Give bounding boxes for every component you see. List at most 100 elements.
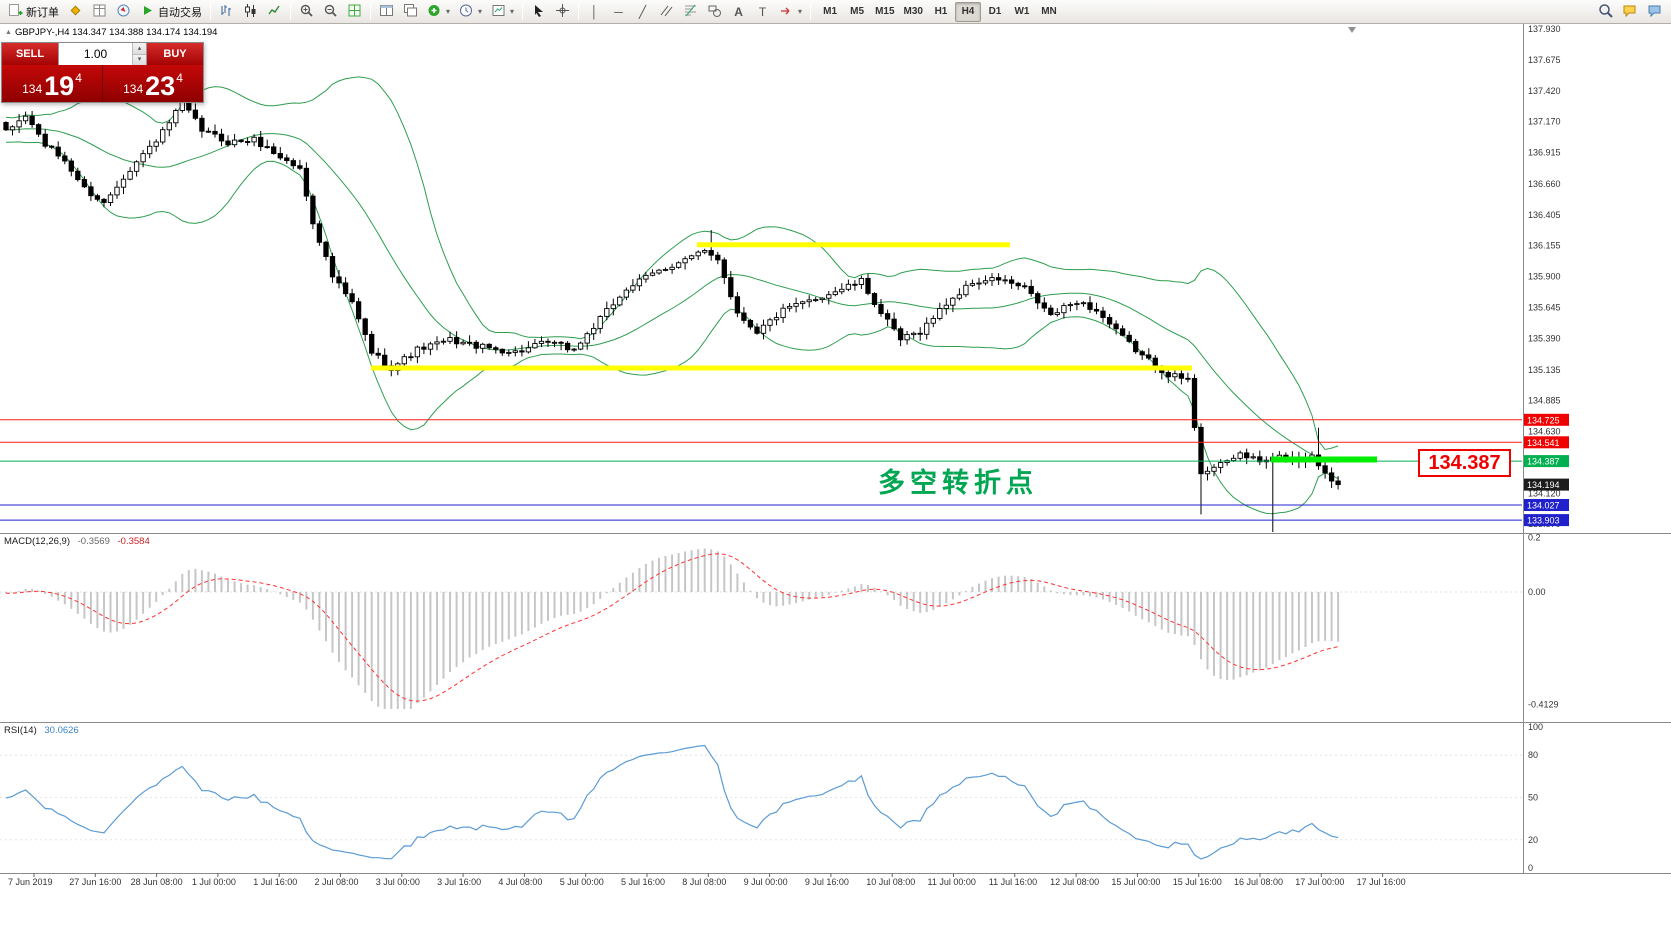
horizontal-line-button[interactable]: ─	[607, 1, 630, 22]
candle	[1041, 302, 1047, 309]
tile-windows-button[interactable]	[375, 1, 398, 22]
sell-button[interactable]: SELL	[2, 43, 58, 65]
candle	[493, 347, 499, 350]
candle	[382, 354, 388, 367]
time-tick-label: 1 Jul 00:00	[192, 877, 236, 887]
candle	[845, 283, 852, 290]
candle	[1165, 372, 1171, 378]
candle	[813, 299, 819, 302]
candle	[1335, 480, 1341, 486]
text-tool-button[interactable]: A	[727, 1, 750, 22]
autotrading-button[interactable]: 自动交易	[136, 1, 206, 22]
price-tag-label: 133.903	[1527, 516, 1560, 526]
candle	[995, 277, 1002, 281]
timeframe-m30-button[interactable]: M30	[903, 6, 923, 17]
timeframe-h4-button[interactable]: H4	[954, 1, 981, 22]
candle	[1217, 462, 1224, 468]
volume-increase-button[interactable]: ▴	[133, 43, 146, 55]
candle	[75, 170, 81, 181]
candle	[1061, 305, 1067, 314]
navigator-button[interactable]	[112, 1, 135, 22]
chart-canvas[interactable]: 137.930 137.675 137.420 137.170 136.915 136.6…	[0, 0, 1671, 895]
timeframe-m5-button[interactable]: M5	[850, 6, 865, 17]
channel-button[interactable]	[655, 1, 678, 22]
timeframe-mn-button[interactable]: MN	[1041, 6, 1057, 17]
candle	[199, 117, 205, 132]
price-callout-box[interactable]: 134.387	[1418, 449, 1511, 477]
auto-arrange-button[interactable]	[343, 1, 366, 22]
market-watch-button[interactable]	[64, 1, 87, 22]
fibonacci-button[interactable]	[679, 1, 702, 22]
line-chart-button[interactable]	[263, 1, 286, 22]
new-order-button[interactable]: 新订单	[4, 1, 63, 22]
buy-price-display[interactable]: 134 23 4	[103, 65, 203, 102]
candlestick-chart-button[interactable]	[239, 1, 262, 22]
community-chat-icon	[1647, 3, 1663, 21]
turning-point-annotation[interactable]: 多空转折点	[878, 468, 1038, 498]
sell-price-prefix: 134	[22, 82, 43, 96]
line-chart-icon	[267, 3, 282, 21]
vertical-line-button[interactable]: │	[583, 1, 606, 22]
macd-signal-line	[5, 553, 1339, 702]
buy-button[interactable]: BUY	[147, 43, 203, 65]
candle	[349, 293, 355, 303]
periods-button[interactable]: ▾	[455, 1, 486, 22]
chat-icon	[1622, 3, 1638, 21]
candle	[617, 296, 623, 306]
caret-down-icon: ▾	[446, 7, 451, 16]
candle	[29, 115, 35, 126]
candle	[675, 262, 682, 268]
timeframe-w1-button[interactable]: W1	[1014, 6, 1030, 17]
one-click-trading-panel: SELL 1.00 ▴ ▾ BUY 134 19 4 134 23 4	[1, 42, 204, 103]
candle	[212, 130, 218, 135]
zoom-out-button[interactable]	[319, 1, 342, 22]
label-tool-button[interactable]: T	[751, 1, 774, 22]
candle	[362, 318, 368, 335]
candle	[375, 352, 381, 356]
candle	[793, 303, 799, 307]
data-window-button[interactable]	[88, 1, 111, 22]
time-tick-label: 10 Jul 08:00	[866, 877, 915, 887]
crosshair-button[interactable]	[551, 1, 574, 22]
time-tick-label: 9 Jul 00:00	[744, 877, 788, 887]
price-tick-label: 134.120	[1528, 489, 1561, 499]
rsi-axis-label: 100	[1528, 722, 1543, 732]
candle	[68, 160, 74, 172]
chart-shift-marker[interactable]	[1348, 27, 1356, 33]
level-lines	[0, 242, 1522, 521]
zoom-in-button[interactable]	[295, 1, 318, 22]
volume-input[interactable]: 1.00	[83, 47, 108, 61]
candle	[858, 277, 865, 285]
candle	[669, 266, 675, 270]
candle	[1139, 351, 1145, 356]
shapes-button[interactable]	[703, 1, 726, 22]
volume-decrease-button[interactable]: ▾	[133, 54, 146, 65]
chat-button[interactable]	[1618, 1, 1642, 22]
cascade-windows-button[interactable]	[399, 1, 422, 22]
cursor-button[interactable]	[527, 1, 550, 22]
macd-panel-label: MACD(12,26,9) -0.3569 -0.3584	[4, 536, 150, 547]
trendline-button[interactable]: ╱	[631, 1, 654, 22]
timeframe-m15-button[interactable]: M15	[875, 6, 895, 17]
candle	[231, 139, 238, 146]
bar-chart-button[interactable]	[215, 1, 238, 22]
timeframe-d1-button[interactable]: D1	[988, 6, 1002, 17]
community-button[interactable]	[1643, 1, 1667, 22]
search-button[interactable]	[1594, 1, 1617, 22]
templates-button[interactable]: ▾	[487, 1, 518, 22]
candle	[244, 141, 251, 143]
candle	[852, 283, 858, 286]
indicators-button[interactable]: ▾	[423, 1, 454, 22]
symbol-info: ▲ GBPJPY-,H4 134.347 134.388 134.174 134…	[5, 27, 217, 38]
candle	[486, 343, 492, 349]
timeframe-h1-button[interactable]: H1	[934, 6, 948, 17]
candle	[225, 140, 231, 146]
candle	[127, 170, 133, 180]
search-icon	[1598, 3, 1613, 21]
label-tool-icon: T	[758, 4, 767, 19]
sell-price-display[interactable]: 134 19 4	[2, 65, 102, 102]
candle	[760, 324, 767, 334]
timeframe-m1-button[interactable]: M1	[823, 6, 838, 17]
arrows-tool-button[interactable]: ▾	[775, 1, 806, 22]
time-tick-label: 27 Jun 16:00	[69, 877, 121, 887]
